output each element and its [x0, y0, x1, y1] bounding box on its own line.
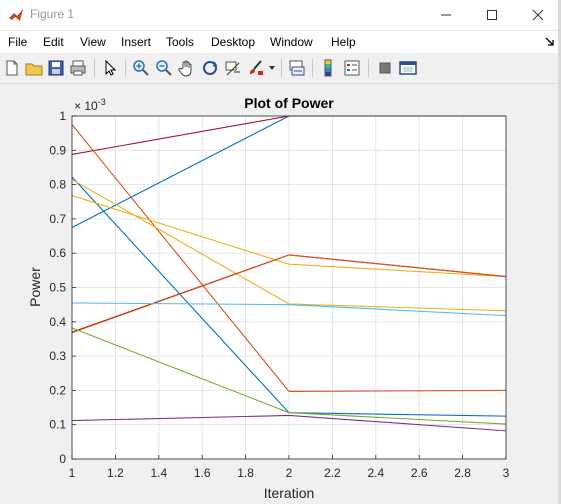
toolbar-separator — [368, 59, 369, 77]
save-button[interactable] — [46, 58, 66, 78]
toolbar-separator — [94, 59, 95, 77]
rotate-3d-icon — [203, 61, 218, 75]
y-tick-label: 0 — [59, 452, 66, 466]
x-tick-label: 2.8 — [454, 466, 471, 480]
y-tick-label: 0.6 — [49, 246, 66, 260]
series-line-9[interactable] — [71, 302, 507, 317]
rotate-3d-button[interactable] — [200, 58, 220, 78]
series-line-6[interactable] — [71, 195, 507, 278]
menu-tools[interactable]: Tools — [166, 35, 195, 49]
y-tick-label: 0.9 — [49, 143, 66, 157]
x-tick-label: 2.6 — [411, 466, 428, 480]
menu-view[interactable]: View — [80, 35, 106, 49]
series-line-2[interactable] — [71, 124, 507, 392]
close-icon — [532, 9, 544, 21]
zoom-in-icon — [133, 60, 149, 76]
show-plot-tools-button[interactable] — [398, 58, 418, 78]
legend-icon — [344, 60, 360, 76]
menu-window[interactable]: Window — [270, 35, 313, 49]
select-arrow-icon — [105, 59, 117, 76]
x-tick-label: 1.6 — [194, 466, 211, 480]
y-axis-exponent-label: × 10-3 — [74, 97, 106, 113]
x-tick-label: 1 — [69, 466, 76, 480]
window-title: Figure 1 — [30, 7, 75, 21]
open-file-button[interactable] — [24, 58, 44, 78]
maximize-button[interactable] — [469, 0, 515, 30]
y-tick-label: 0.1 — [49, 418, 66, 432]
pan-hand-icon — [178, 60, 192, 77]
open-file-icon — [25, 63, 43, 76]
zoom-out-button[interactable] — [154, 58, 174, 78]
menu-help[interactable]: Help — [331, 35, 356, 49]
hide-plot-tools-button[interactable] — [375, 58, 395, 78]
menu-bar: File Edit View Insert Tools Desktop Wind… — [0, 31, 561, 53]
colorbar-button[interactable] — [318, 58, 338, 78]
brush-button[interactable] — [246, 58, 266, 78]
series-line-5[interactable] — [71, 178, 507, 312]
toolbar-separator — [281, 59, 282, 77]
figure-toolbar — [0, 55, 561, 84]
brush-dropdown-icon[interactable] — [269, 66, 275, 70]
series-line-8[interactable] — [71, 254, 507, 334]
series-line-10[interactable] — [71, 327, 507, 425]
x-tick-label: 1.8 — [237, 466, 254, 480]
x-axis-label: Iteration — [264, 485, 315, 501]
link-plot-button[interactable] — [287, 58, 307, 78]
show-plot-tools-icon — [399, 61, 417, 75]
menu-edit[interactable]: Edit — [43, 35, 64, 49]
hide-plot-tools-icon — [379, 62, 391, 74]
y-tick-label: 0.5 — [49, 281, 66, 295]
zoom-out-icon — [156, 60, 172, 76]
chart-title: Plot of Power — [244, 95, 334, 111]
x-tick-label: 3 — [503, 466, 510, 480]
matlab-logo-icon — [9, 9, 23, 21]
select-button[interactable] — [100, 58, 120, 78]
save-icon — [48, 60, 64, 76]
data-cursor-icon — [225, 61, 240, 76]
y-tick-label: 0.8 — [49, 178, 66, 192]
x-axis-ticks: 1 1.2 1.4 1.6 1.8 2 2.2 2.4 2.6 2.8 3 — [69, 455, 510, 480]
x-tick-label: 1.2 — [107, 466, 124, 480]
data-cursor-button[interactable] — [223, 58, 243, 78]
plot-svg[interactable]: 1 1.2 1.4 1.6 1.8 2 2.2 2.4 2.6 2.8 3 0 0.1 0.2 0.3 0.… — [0, 84, 561, 504]
x-tick-label: 2.4 — [367, 466, 384, 480]
y-tick-label: 0.7 — [49, 212, 66, 226]
toolbar-separator — [125, 59, 126, 77]
colorbar-icon — [324, 59, 332, 77]
brush-icon — [250, 60, 263, 75]
window-titlebar: Figure 1 — [0, 0, 561, 31]
print-button[interactable] — [68, 58, 88, 78]
print-icon — [70, 60, 86, 76]
menu-file[interactable]: File — [8, 35, 28, 49]
new-figure-icon — [6, 60, 18, 76]
x-tick-label: 2 — [286, 466, 293, 480]
y-tick-label: 0.4 — [49, 315, 66, 329]
maximize-icon — [487, 10, 497, 20]
figure-canvas: 1 1.2 1.4 1.6 1.8 2 2.2 2.4 2.6 2.8 3 0 0.1 0.2 0.3 0.… — [0, 84, 561, 504]
menu-desktop[interactable]: Desktop — [211, 35, 256, 49]
legend-button[interactable] — [342, 58, 362, 78]
toolbar-separator — [312, 59, 313, 77]
pan-button[interactable] — [177, 58, 197, 78]
dock-arrow-icon[interactable] — [545, 37, 555, 47]
close-button[interactable] — [515, 0, 561, 30]
y-tick-label: 0.3 — [49, 349, 66, 363]
y-tick-label: 0.2 — [49, 383, 66, 397]
y-tick-label: 1 — [59, 109, 66, 123]
new-figure-button[interactable] — [2, 58, 22, 78]
zoom-in-button[interactable] — [131, 58, 151, 78]
window-border — [558, 0, 561, 504]
link-plot-icon — [289, 60, 305, 76]
x-tick-label: 1.4 — [150, 466, 167, 480]
minimize-button[interactable] — [423, 0, 469, 30]
minimize-icon — [441, 14, 451, 16]
series-line-11[interactable] — [71, 414, 507, 432]
menu-insert[interactable]: Insert — [121, 35, 152, 49]
y-axis-ticks: 0 0.1 0.2 0.3 0.4 0.5 0.6 0.7 0.8 0.9 1 — [49, 109, 76, 466]
y-axis-label: Power — [27, 267, 43, 307]
x-tick-label: 2.2 — [324, 466, 341, 480]
